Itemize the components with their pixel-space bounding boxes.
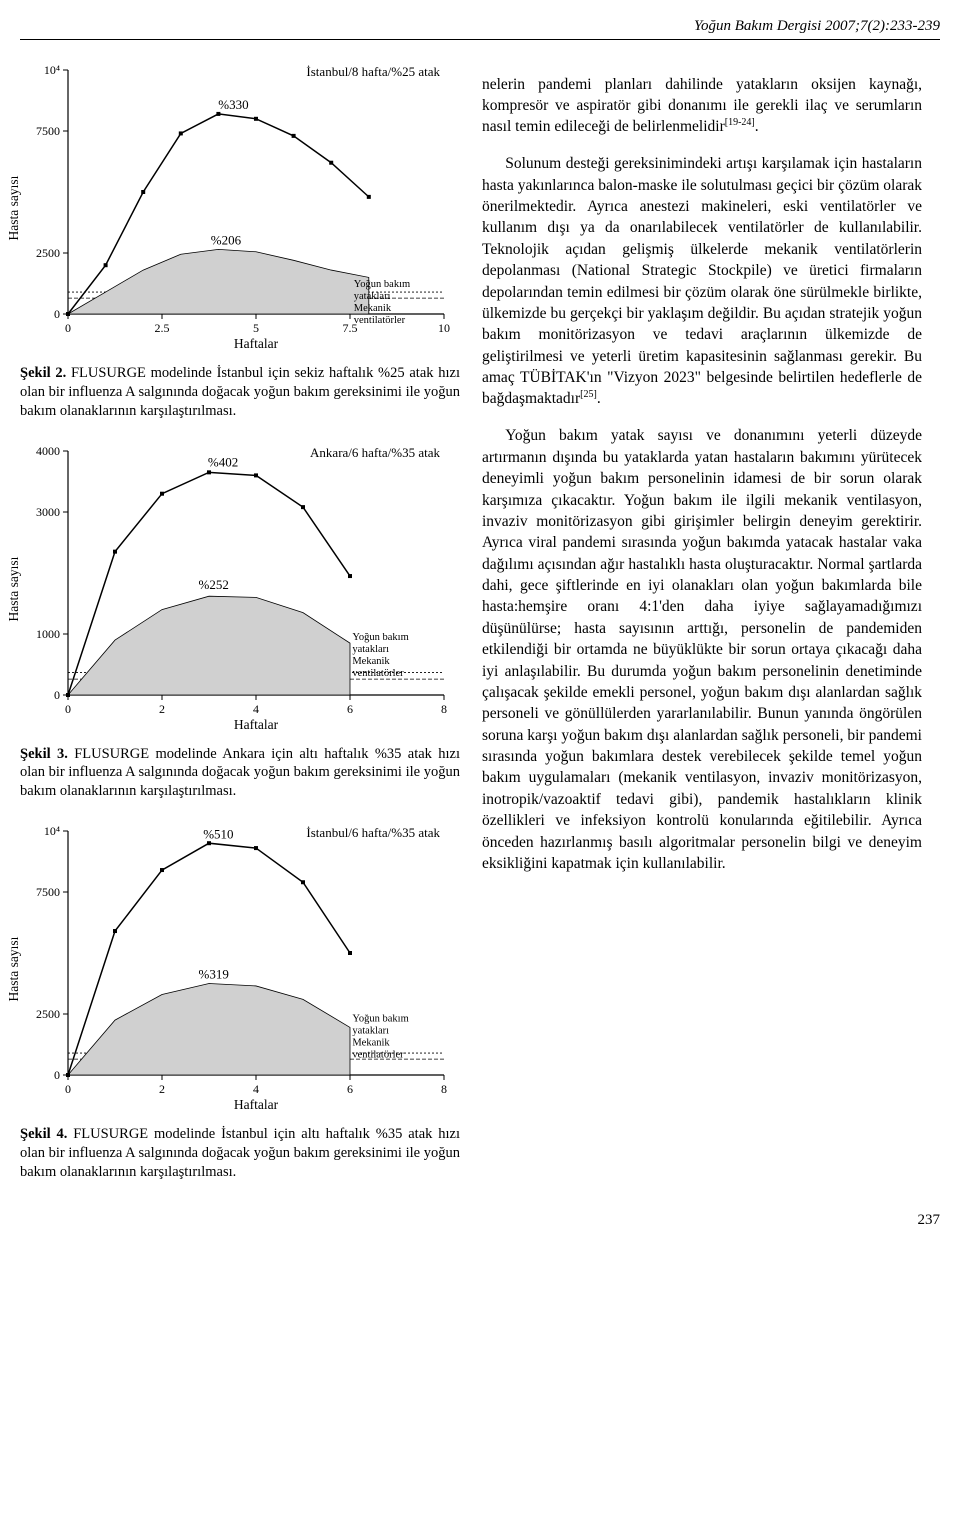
svg-text:Haftalar: Haftalar: [234, 717, 279, 732]
svg-text:Mekanik: Mekanik: [354, 303, 392, 314]
svg-text:8: 8: [441, 1082, 447, 1096]
svg-text:8: 8: [441, 702, 447, 716]
para-3-text: Yoğun bakım yatak sayısı ve donanımını y…: [482, 427, 922, 872]
svg-text:10⁴: 10⁴: [44, 824, 60, 838]
svg-text:İstanbul/6 hafta/%35 atak: İstanbul/6 hafta/%35 atak: [306, 825, 440, 840]
svg-text:2.5: 2.5: [155, 321, 170, 335]
fig2-chart: Hasta sayısı 02500750010⁴02.557.510Hafta…: [20, 58, 450, 358]
svg-text:4: 4: [253, 1082, 259, 1096]
fig3-ylabel: Hasta sayısı: [6, 556, 22, 621]
fig4-chart: Hasta sayısı 02500750010⁴02468Haftalarİs…: [20, 819, 450, 1119]
svg-text:ventilatörler: ventilatörler: [354, 315, 406, 326]
svg-text:Yoğun bakım: Yoğun bakım: [354, 279, 410, 290]
svg-text:0: 0: [54, 688, 60, 702]
svg-text:4000: 4000: [36, 444, 60, 458]
svg-text:ventilatörler: ventilatörler: [352, 1049, 404, 1060]
para-2: Solunum desteği gereksinimindeki artışı …: [482, 153, 922, 410]
svg-text:%206: %206: [211, 232, 242, 247]
svg-text:10: 10: [438, 321, 450, 335]
para-3: Yoğun bakım yatak sayısı ve donanımını y…: [482, 425, 922, 874]
fig2-caption-text: FLUSURGE modelinde İstanbul için sekiz h…: [20, 365, 460, 419]
fig2-caption: Şekil 2. FLUSURGE modelinde İstanbul içi…: [20, 364, 460, 421]
para-1-text: nelerin pandemi planları dahilinde yatak…: [482, 76, 922, 136]
svg-text:5: 5: [253, 321, 259, 335]
svg-text:%510: %510: [203, 826, 233, 841]
svg-text:2: 2: [159, 1082, 165, 1096]
svg-text:10⁴: 10⁴: [44, 63, 60, 77]
para-1-cite: [19-24]: [725, 117, 755, 128]
fig4-caption-text: FLUSURGE modelinde İstanbul için altı ha…: [20, 1126, 460, 1180]
svg-text:4: 4: [253, 702, 259, 716]
svg-text:%330: %330: [218, 97, 248, 112]
figure-3: Hasta sayısı 010003000400002468HaftalarA…: [20, 439, 460, 802]
svg-text:Ankara/6 hafta/%35 atak: Ankara/6 hafta/%35 atak: [310, 445, 440, 460]
svg-text:Mekanik: Mekanik: [352, 656, 390, 667]
svg-text:3000: 3000: [36, 505, 60, 519]
svg-text:Haftalar: Haftalar: [234, 1097, 279, 1112]
fig2-caption-bold: Şekil 2.: [20, 365, 66, 381]
svg-text:yatakları: yatakları: [354, 291, 391, 302]
svg-text:1000: 1000: [36, 627, 60, 641]
fig3-caption-text: FLUSURGE modelinde Ankara için altı haft…: [20, 746, 460, 800]
para-1: nelerin pandemi planları dahilinde yatak…: [482, 74, 922, 138]
svg-text:%402: %402: [208, 454, 238, 469]
svg-text:2: 2: [159, 702, 165, 716]
svg-text:6: 6: [347, 702, 353, 716]
page-number: 237: [20, 1212, 940, 1229]
svg-text:6: 6: [347, 1082, 353, 1096]
para-2-text: Solunum desteği gereksinimindeki artışı …: [482, 155, 922, 407]
fig3-chart: Hasta sayısı 010003000400002468HaftalarA…: [20, 439, 450, 739]
svg-text:yatakları: yatakları: [352, 1025, 389, 1036]
right-column: nelerin pandemi planları dahilinde yatak…: [482, 58, 922, 1200]
svg-text:2500: 2500: [36, 1007, 60, 1021]
svg-text:%252: %252: [199, 576, 229, 591]
fig2-ylabel: Hasta sayısı: [6, 176, 22, 241]
fig3-caption-bold: Şekil 3.: [20, 746, 68, 762]
svg-text:0: 0: [54, 307, 60, 321]
svg-text:yatakları: yatakları: [352, 644, 389, 655]
svg-text:7500: 7500: [36, 124, 60, 138]
svg-text:%319: %319: [199, 967, 229, 982]
running-head: Yoğun Bakım Dergisi 2007;7(2):233-239: [20, 18, 940, 35]
header-rule: [20, 39, 940, 40]
svg-text:0: 0: [65, 702, 71, 716]
left-column: Hasta sayısı 02500750010⁴02.557.510Hafta…: [20, 58, 460, 1200]
figure-2: Hasta sayısı 02500750010⁴02.557.510Hafta…: [20, 58, 460, 421]
svg-text:0: 0: [54, 1068, 60, 1082]
svg-text:2500: 2500: [36, 246, 60, 260]
svg-text:0: 0: [65, 1082, 71, 1096]
fig4-caption: Şekil 4. FLUSURGE modelinde İstanbul içi…: [20, 1125, 460, 1182]
svg-text:Yoğun bakım: Yoğun bakım: [352, 632, 408, 643]
figure-4: Hasta sayısı 02500750010⁴02468Haftalarİs…: [20, 819, 460, 1182]
svg-text:Yoğun bakım: Yoğun bakım: [352, 1013, 408, 1024]
svg-text:7500: 7500: [36, 885, 60, 899]
svg-text:Mekanik: Mekanik: [352, 1037, 390, 1048]
svg-text:İstanbul/8 hafta/%25 atak: İstanbul/8 hafta/%25 atak: [306, 64, 440, 79]
svg-text:Haftalar: Haftalar: [234, 336, 279, 351]
svg-text:0: 0: [65, 321, 71, 335]
fig4-ylabel: Hasta sayısı: [6, 937, 22, 1002]
svg-text:ventilatörler: ventilatörler: [352, 668, 404, 679]
fig3-caption: Şekil 3. FLUSURGE modelinde Ankara için …: [20, 745, 460, 802]
fig4-caption-bold: Şekil 4.: [20, 1126, 67, 1142]
para-2-cite: [25]: [580, 389, 597, 400]
